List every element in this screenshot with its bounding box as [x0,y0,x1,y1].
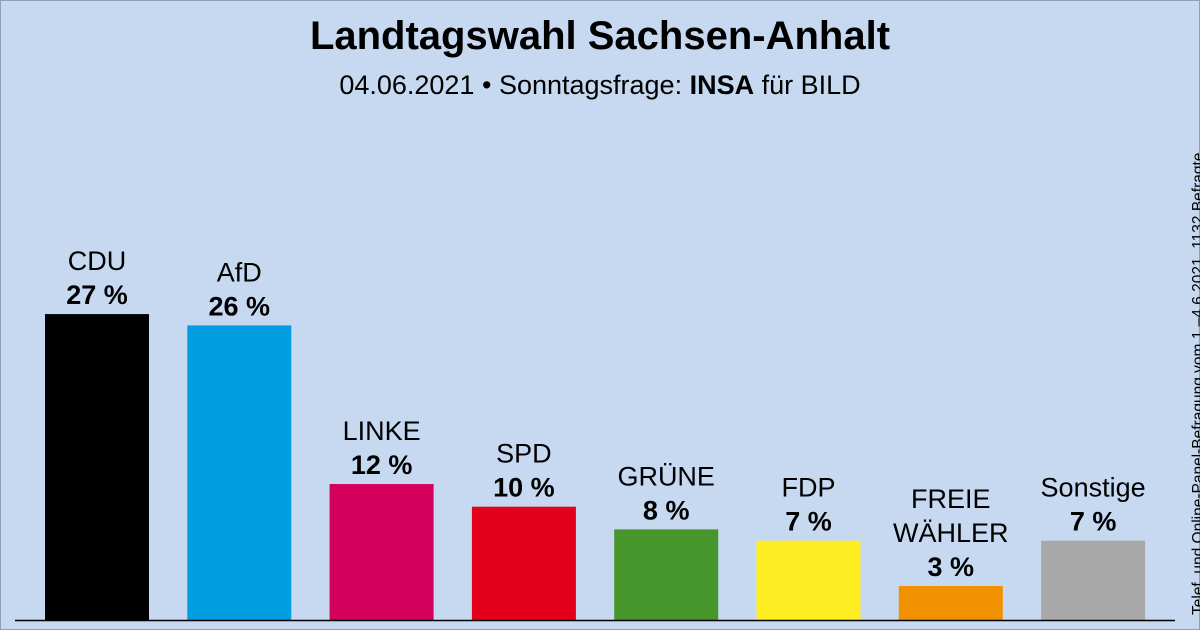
value-label-afd: 26 % [209,291,271,321]
party-label-spd: SPD [496,439,552,469]
bar-sonstige [1041,540,1146,620]
party-label-sonstige: Sonstige [1041,473,1146,503]
bar-linke [329,484,434,620]
party-label-freie-w-hler: WÄHLER [893,518,1009,548]
bar-afd [187,325,292,620]
bar-spd [471,506,576,620]
bar-group: 27 % CDU 26 % AfD 12 % LINKE 10 % SPD 8 % GRÜNE 7 … [45,246,1146,620]
chart-subtitle: 04.06.2021 • Sonntagsfrage: INSA für BIL… [0,70,1200,101]
value-label-fdp: 7 % [785,507,832,537]
subtitle-institute: INSA [689,70,755,100]
party-label-linke: LINKE [343,416,421,446]
party-label-afd: AfD [217,257,262,287]
chart-title: Landtagswahl Sachsen-Anhalt [309,14,891,58]
bar-freie-w-hler [898,586,1003,620]
party-label-cdu: CDU [68,246,127,276]
party-label-freie-w-hler: FREIE [911,484,991,514]
value-label-linke: 12 % [351,450,413,480]
value-label-spd: 10 % [493,473,555,503]
subtitle-date: 04.06.2021 [339,70,475,100]
party-label-fdp: FDP [782,473,836,503]
value-label-gr-ne: 8 % [643,495,690,525]
party-label-gr-ne: GRÜNE [617,461,715,491]
subtitle-type: Sonntagsfrage: [498,70,683,100]
subtitle-client: für BILD [761,70,861,100]
subtitle-separator: • [481,70,492,100]
value-label-freie-w-hler: 3 % [928,552,975,582]
value-label-cdu: 27 % [66,280,128,310]
bar-fdp [756,540,861,620]
value-label-sonstige: 7 % [1070,507,1117,537]
bar-cdu [45,314,149,620]
bar-gr-ne [614,529,719,620]
